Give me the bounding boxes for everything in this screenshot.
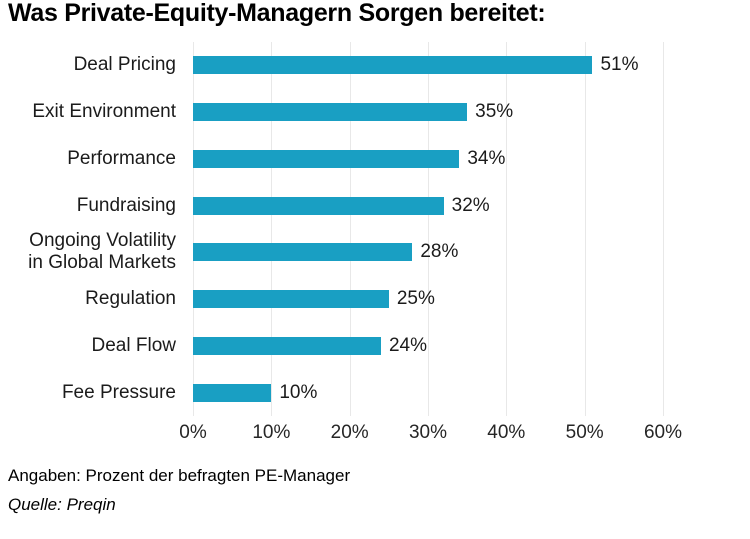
chart-source: Quelle: Preqin [8,495,116,514]
category-label: Regulation [85,288,176,310]
gridline [506,42,508,416]
category-label: Fee Pressure [61,381,176,403]
value-label: 24% [388,334,428,356]
gridline [584,42,586,416]
value-label: 34% [467,147,506,169]
chart-footnote: Angaben: Prozent der befragten PE-Manage… [8,466,351,485]
value-label: 25% [396,288,435,310]
x-axis-tick-label: 30% [408,422,447,443]
gridline [662,42,664,416]
chart-title: Was Private-Equity-Managern Sorgen berei… [8,0,546,27]
bar [193,336,381,355]
x-axis-tick-label: 60% [643,422,682,443]
bar [193,290,389,309]
value-label: 51% [600,54,639,76]
value-label: 10% [279,381,318,403]
category-label: Performance [67,147,176,169]
value-label: 32% [451,194,490,216]
x-axis: 0% 10% 20% 30% 40% 50% 60% [0,416,750,450]
gridline [193,42,194,416]
gridline [271,42,273,416]
bar [193,103,468,122]
x-axis-tick-label: 0% [179,422,207,443]
gridline [349,42,351,416]
category-label: Deal Flow [91,334,176,356]
category-label: Deal Pricing [73,54,176,76]
x-axis-tick-label: 10% [252,422,291,443]
gridline [427,42,429,416]
x-axis-tick-label: 40% [487,422,526,443]
value-label: 35% [475,101,514,123]
category-label: Exit Environment [32,101,176,123]
bar [193,196,444,215]
bar [193,149,460,168]
x-axis-tick-label: 50% [565,422,604,443]
x-axis-tick-label: 20% [330,422,369,443]
bar [193,383,272,402]
bar [193,56,593,75]
value-label: 28% [420,241,459,263]
category-label: Ongoing Volatility in Global Markets [28,230,176,274]
plot-area: Deal Pricing 51% Exit Environment 35% Perfor… [0,42,750,416]
bar [193,243,413,262]
category-label: Fundraising [76,194,176,216]
